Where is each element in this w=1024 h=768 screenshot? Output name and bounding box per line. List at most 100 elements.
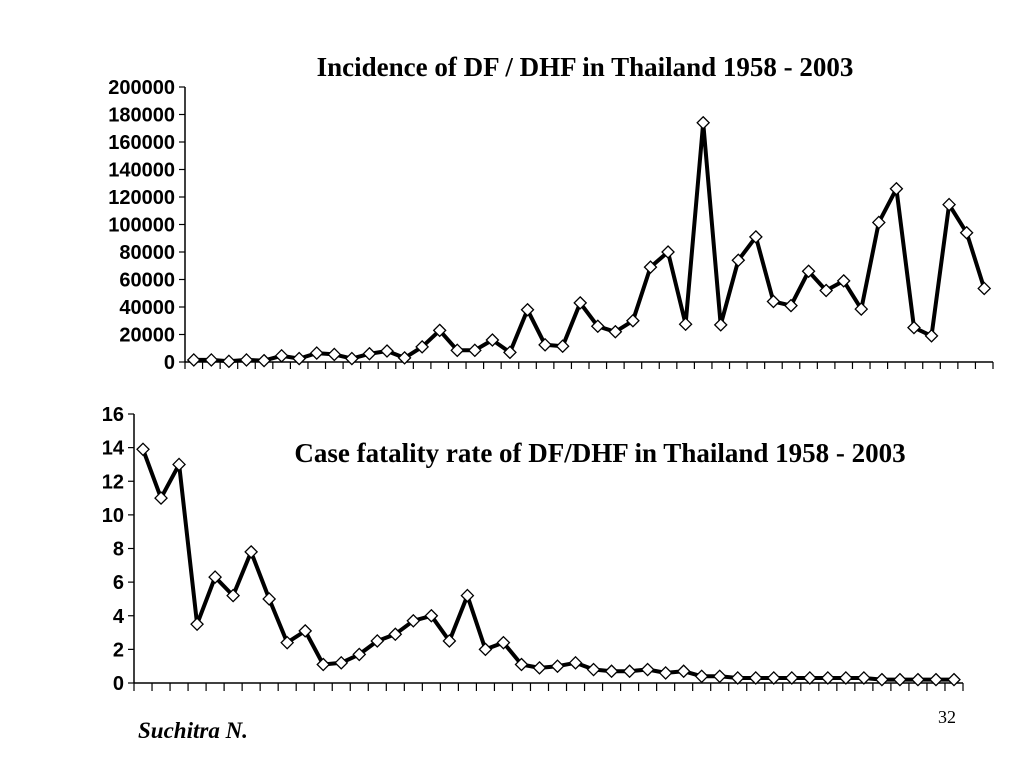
incidence-data-point — [836, 273, 851, 288]
incidence-data-point — [186, 353, 201, 367]
incidence-data-point — [608, 324, 623, 339]
incidence-data-point — [696, 115, 711, 130]
fatality-data-point — [478, 642, 493, 657]
incidence-data-point — [801, 264, 816, 279]
fatality-data-point — [172, 457, 186, 472]
fatality-data-point — [244, 544, 259, 559]
incidence-data-point — [871, 215, 886, 230]
fatality-y-tick-label: 4 — [113, 606, 125, 628]
fatality-data-point — [442, 634, 457, 648]
fatality-data-point — [514, 657, 529, 672]
fatality-series-line — [141, 448, 954, 682]
incidence-y-tick-label: 100000 — [108, 215, 175, 237]
incidence-data-point — [239, 353, 254, 367]
incidence-data-point — [538, 337, 553, 352]
incidence-data-point — [204, 353, 219, 367]
incidence-y-tick-label: 60000 — [119, 270, 175, 292]
fatality-data-point — [190, 617, 204, 632]
fatality-data-point — [352, 647, 367, 662]
incidence-data-point — [731, 253, 746, 268]
fatality-y-tick-label: 6 — [113, 572, 124, 594]
incidence-data-point — [292, 351, 307, 366]
fatality-data-point — [658, 665, 673, 680]
incidence-data-point — [766, 294, 781, 309]
incidence-data-point — [590, 319, 605, 334]
incidence-y-tick-label: 140000 — [108, 160, 175, 182]
fatality-data-point — [640, 662, 655, 677]
fatality-data-point — [712, 669, 727, 684]
incidence-data-point — [661, 245, 675, 259]
fatality-data-point — [929, 672, 943, 687]
incidence-data-point — [748, 229, 763, 244]
incidence-data-point — [573, 295, 588, 310]
fatality-data-point — [947, 672, 961, 687]
fatality-data-point — [334, 655, 349, 670]
fatality-y-tick-label: 16 — [102, 404, 124, 426]
fatality-data-point — [532, 660, 547, 675]
fatality-data-point — [784, 671, 799, 685]
incidence-data-point — [344, 351, 359, 366]
fatality-data-point — [316, 657, 331, 672]
fatality-data-point — [226, 588, 241, 603]
incidence-y-tick-label: 0 — [164, 352, 175, 374]
incidence-data-point — [520, 302, 535, 317]
incidence-data-point — [643, 260, 658, 275]
fatality-data-point — [622, 664, 637, 679]
incidence-data-point — [503, 345, 517, 360]
incidence-data-point — [327, 347, 342, 362]
incidence-data-point — [784, 298, 798, 313]
incidence-data-point — [362, 346, 377, 361]
fatality-data-point — [730, 671, 745, 685]
incidence-data-point — [415, 339, 430, 354]
fatality-data-point — [154, 491, 168, 505]
incidence-data-point — [713, 317, 728, 332]
fatality-data-point — [406, 613, 421, 628]
incidence-data-point — [257, 353, 271, 368]
incidence-data-point — [380, 344, 394, 358]
fatality-data-point — [136, 442, 150, 457]
incidence-data-point — [221, 354, 236, 369]
incidence-data-point — [450, 343, 465, 358]
fatality-data-point — [802, 671, 817, 685]
incidence-data-point — [274, 348, 289, 363]
incidence-data-point — [485, 333, 500, 347]
fatality-data-point — [298, 623, 313, 638]
fatality-y-tick-label: 8 — [113, 539, 124, 561]
fatality-data-point — [874, 672, 889, 687]
fatality-chart: Case fatality rate of DF/DHF in Thailand… — [102, 404, 964, 695]
author-credit: Suchitra N. — [138, 718, 248, 743]
page-number: 32 — [938, 707, 956, 727]
incidence-data-point — [467, 343, 482, 358]
fatality-data-point — [496, 635, 511, 650]
incidence-data-point — [819, 283, 834, 298]
fatality-data-point — [694, 669, 709, 684]
incidence-y-tick-label: 40000 — [119, 297, 175, 319]
fatality-data-point — [676, 664, 691, 679]
incidence-y-tick-label: 120000 — [108, 187, 175, 209]
fatality-data-point — [856, 671, 871, 685]
incidence-data-point — [555, 339, 570, 354]
incidence-data-point — [309, 346, 324, 360]
fatality-data-point — [370, 634, 385, 648]
fatality-data-point — [766, 671, 781, 685]
incidence-y-tick-label: 200000 — [108, 77, 175, 99]
fatality-data-point — [568, 655, 583, 670]
incidence-data-point — [889, 181, 904, 196]
incidence-data-point — [977, 281, 992, 296]
incidence-data-point — [907, 320, 921, 335]
incidence-y-tick-label: 180000 — [108, 105, 175, 127]
fatality-data-point — [820, 671, 835, 685]
fatality-data-point — [838, 671, 853, 685]
fatality-data-point — [280, 635, 295, 650]
fatality-data-point — [893, 672, 907, 687]
incidence-y-tick-label: 20000 — [119, 325, 175, 347]
fatality-data-point — [460, 588, 475, 603]
incidence-data-point — [924, 328, 939, 343]
fatality-data-point — [550, 659, 565, 674]
incidence-data-point — [678, 317, 693, 332]
incidence-data-point — [854, 302, 869, 316]
incidence-data-point — [942, 197, 957, 212]
incidence-data-point — [432, 323, 447, 338]
fatality-data-point — [262, 592, 277, 606]
